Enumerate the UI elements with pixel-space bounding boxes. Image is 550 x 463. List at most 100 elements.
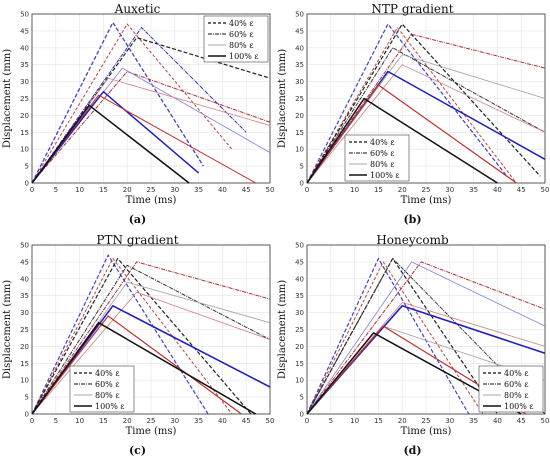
x-tick-label: 10 — [350, 186, 359, 194]
y-tick-label: 45 — [20, 258, 29, 266]
series-line — [306, 23, 508, 184]
x-tick-label: 15 — [99, 417, 108, 425]
series-line — [306, 257, 470, 415]
x-tick-label: 10 — [350, 417, 359, 425]
y-tick-label: 50 — [20, 242, 29, 250]
series-line — [31, 257, 252, 415]
series-line — [306, 332, 522, 415]
chart-svg: 00 5 5 10 10 15 15 20 20 25 25 30 30 35 35 40 40 45 45 50 50… — [277, 242, 550, 438]
x-tick-label: 35 — [469, 186, 478, 194]
x-tick-label: 45 — [517, 186, 526, 194]
y-tick-label: 10 — [295, 377, 304, 385]
x-tick-label: 30 — [445, 186, 454, 194]
chart-title: Auxetic — [114, 2, 161, 16]
legend-label: 80% ε — [370, 160, 394, 169]
chart-panel: NTP gradient 0 0 5 5 10 10 15 15 20 20 25 25 30 30 35 35… — [275, 0, 550, 231]
y-axis-label: Displacement (mm) — [277, 280, 288, 379]
x-tick-label: 25 — [422, 186, 431, 194]
series-line — [31, 258, 233, 415]
x-axis-label: Time (ms) — [401, 195, 452, 206]
x-tick-label: 30 — [170, 186, 179, 194]
legend-box — [478, 365, 544, 413]
y-axis-label: Displacement (mm) — [2, 49, 13, 148]
x-tick-label: 0 — [305, 186, 309, 194]
x-tick-label: 30 — [170, 417, 179, 425]
x-tick-label: 40 — [218, 417, 227, 425]
series-line — [306, 261, 546, 415]
y-tick-label: 30 — [20, 78, 29, 86]
series-line — [31, 264, 271, 415]
series-line — [31, 27, 247, 184]
y-tick-label: 25 — [20, 326, 29, 334]
legend-label: 60% ε — [370, 149, 394, 158]
series-line — [31, 254, 209, 415]
y-tick-label: 20 — [295, 112, 304, 120]
x-tick-label: 45 — [517, 417, 526, 425]
series-line — [31, 291, 271, 415]
panel-label: (a) — [128, 213, 147, 226]
chart-panel: Auxetic 0 0 5 5 10 10 15 15 20 20 25 25 30 30 35 35 40 40 4… — [0, 0, 275, 231]
series-line — [31, 71, 271, 184]
x-tick-label: 5 — [329, 417, 333, 425]
legend-label: 80% ε — [229, 41, 253, 50]
chart-title: Honeycomb — [376, 233, 449, 247]
y-tick-label: 5 — [300, 163, 304, 171]
x-tick-label: 20 — [123, 186, 132, 194]
legend-label: 40% ε — [504, 369, 528, 378]
legend-box — [203, 15, 269, 63]
series-line — [31, 104, 190, 184]
x-tick-label: 50 — [541, 417, 550, 425]
chart-svg: 00 5 5 10 10 15 15 20 20 25 25 30 30 35 35 40 40 45 45 50 50… — [2, 11, 275, 207]
y-tick-label: 20 — [20, 343, 29, 351]
series-line — [31, 321, 257, 415]
x-tick-label: 5 — [329, 186, 333, 194]
y-axis-label: Displacement (mm) — [2, 280, 13, 379]
series-line — [306, 261, 484, 415]
chart-svg: 00 5 5 10 10 15 15 20 20 25 25 30 30 35 35 40 40 45 45 50 50… — [277, 11, 550, 207]
series-line — [306, 27, 517, 184]
chart-title: PTN gradient — [96, 233, 179, 247]
y-tick-label: 35 — [20, 292, 29, 300]
y-tick-label: 40 — [20, 44, 29, 52]
y-tick-label: 25 — [295, 95, 304, 103]
legend-label: 100% ε — [229, 52, 259, 61]
x-tick-label: 5 — [54, 417, 58, 425]
series-line — [31, 23, 233, 184]
y-tick-label: 5 — [25, 163, 29, 171]
chart-panel: PTN gradient 0 0 5 5 10 10 15 15 20 20 25 25 30 30 35 35… — [0, 231, 275, 462]
x-tick-label: 40 — [493, 417, 502, 425]
y-tick-label: 50 — [295, 242, 304, 250]
series-line — [306, 33, 546, 184]
legend-label: 100% ε — [95, 402, 125, 411]
y-tick-label: 25 — [20, 95, 29, 103]
y-tick-label: 10 — [295, 146, 304, 154]
x-tick-label: 25 — [147, 186, 156, 194]
plot-frame — [31, 244, 271, 415]
legend-box — [344, 134, 410, 182]
x-tick-label: 50 — [541, 186, 550, 194]
legend-label: 80% ε — [95, 391, 119, 400]
x-tick-label: 45 — [242, 186, 251, 194]
y-tick-label: 20 — [295, 343, 304, 351]
y-tick-label: 35 — [20, 61, 29, 69]
legend-label: 80% ε — [504, 391, 528, 400]
x-tick-label: 50 — [266, 186, 275, 194]
y-tick-label: 10 — [20, 146, 29, 154]
x-tick-label: 15 — [374, 417, 383, 425]
series-line — [306, 47, 546, 184]
x-tick-label: 40 — [218, 186, 227, 194]
y-tick-label: 0 — [25, 180, 29, 188]
y-tick-label: 35 — [295, 61, 304, 69]
chart-panel: Honeycomb 0 0 5 5 10 10 15 15 20 20 25 25 30 30 35 35 40 4… — [275, 231, 550, 462]
series-line — [306, 258, 546, 415]
legend-label: 100% ε — [504, 402, 534, 411]
legend-label: 60% ε — [95, 380, 119, 389]
y-tick-label: 40 — [20, 275, 29, 283]
x-axis-label: Time (ms) — [126, 195, 177, 206]
y-tick-label: 50 — [20, 11, 29, 19]
x-tick-label: 15 — [99, 186, 108, 194]
y-tick-label: 50 — [295, 11, 304, 19]
x-tick-label: 10 — [75, 186, 84, 194]
series-line — [306, 261, 546, 415]
y-tick-label: 10 — [20, 377, 29, 385]
